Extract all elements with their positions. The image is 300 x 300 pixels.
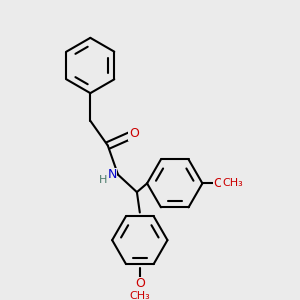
Text: N: N — [107, 168, 117, 181]
Text: CH₃: CH₃ — [222, 178, 243, 188]
Text: O: O — [135, 277, 145, 290]
Text: O: O — [129, 128, 139, 140]
Text: CH₃: CH₃ — [129, 291, 150, 300]
Text: O: O — [214, 177, 223, 190]
Text: H: H — [99, 175, 107, 185]
